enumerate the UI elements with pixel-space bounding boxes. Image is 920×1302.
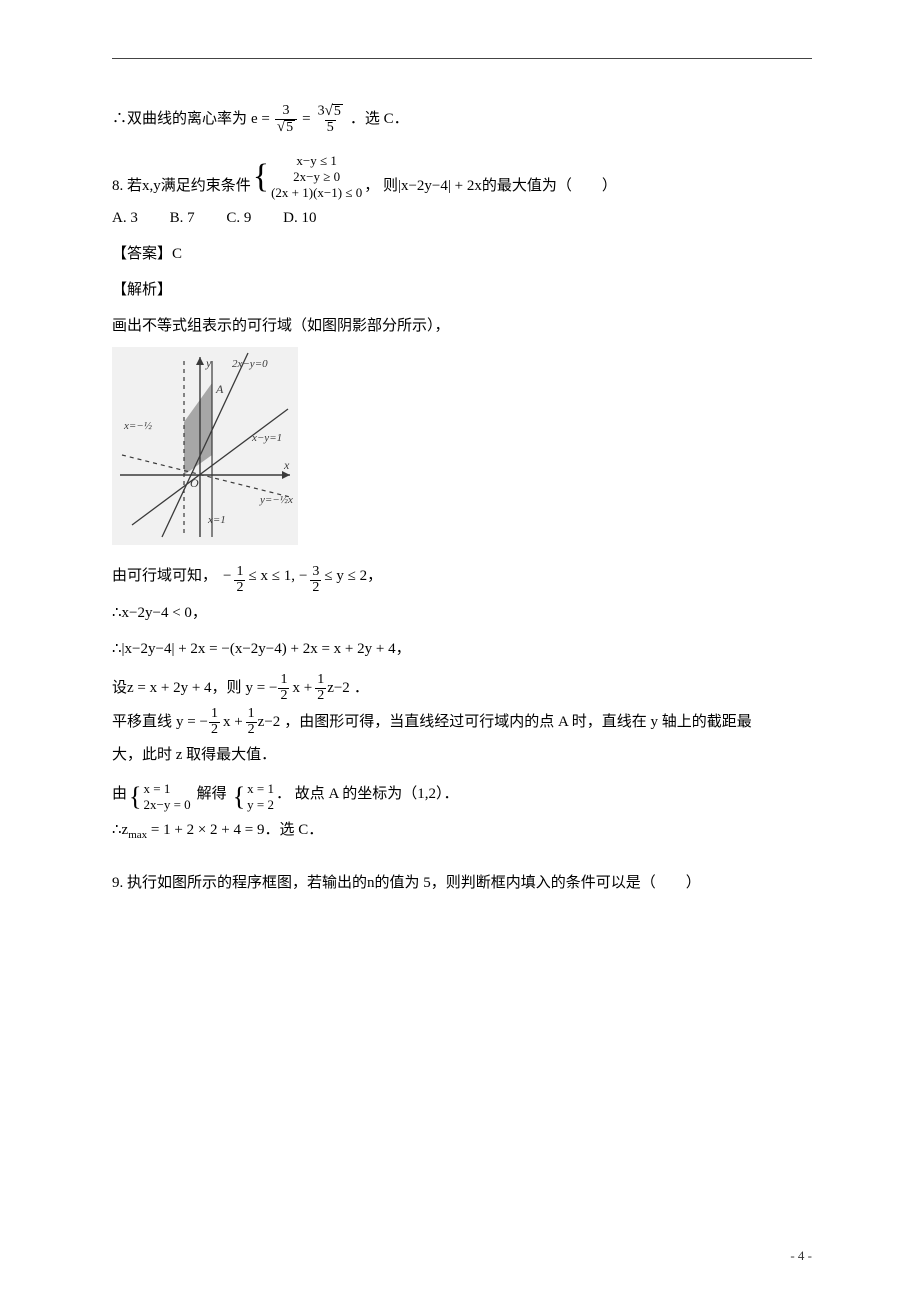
q8-jiexi-label: 【解析】 [112,275,812,305]
sysB: { x = 1 y = 2 [233,781,274,814]
opt-b: B. 7 [170,210,195,226]
top-rule [112,58,812,73]
q8-shift-l2: 大，此时 z 取得最大值． [112,740,812,770]
b2: y = 2 [247,797,274,813]
feasible-region-figure: 2x−y=0 x=−½ x−y=1 y=−½x x=1 A O x y [112,347,812,550]
eq: = [302,101,310,139]
q8-by: 由 { x = 1 2x−y = 0 解得 { x = 1 y = 2 ． 故点… [112,776,812,814]
opt-a: A. 3 [112,210,138,226]
lead: 平移直线 [112,707,172,737]
n: 3 [310,565,321,580]
svg-text:x=1: x=1 [207,514,226,526]
opt-d: D. 10 [283,210,316,226]
sqrt: 5 [332,104,343,119]
lead: 由 [112,776,127,814]
text: ∴双曲线的离心率为 [112,101,247,139]
d: 2 [209,722,220,738]
b1: x = 1 [247,781,274,797]
suffix: ．选 C． [350,101,409,139]
d: 2 [246,722,257,738]
q8-l3: ∴|x−2y−4| + 2x = −(x−2y−4) + 2x = x + 2y… [112,634,812,664]
tail: z−2 [258,707,281,737]
pre: y = − [246,670,278,708]
tail: z−2 [327,670,350,708]
q8-options: A. 3 B. 7 C. 9 D. 10 [112,203,812,233]
mid: ， 则|x−2y−4| + 2x的最大值为（ ） [364,171,617,201]
den: √5 [275,119,297,135]
q8-stem: 8. 若x,y满足约束条件 { x−y ≤ 1 2x−y ≥ 0 (2x + 1… [112,153,812,202]
sub: max [128,829,147,841]
sysA: { x = 1 2x−y = 0 [129,781,191,814]
solve: 解得 [197,776,227,814]
svg-text:A: A [215,382,224,396]
q7-eccentricity-line: ∴双曲线的离心率为 e = 3 √5 = 3√5 5 ．选 C． [112,101,812,139]
lead: 由可行域可知， [112,558,217,596]
constraint-system: { x−y ≤ 1 2x−y ≥ 0 (2x + 1)(x−1) ≤ 0 [253,153,362,202]
q8-range: 由可行域可知， − 12 ≤ x ≤ 1, − 32 ≤ y ≤ 2 ， [112,558,812,596]
opt-c: C. 9 [226,210,251,226]
num: 3 [281,104,292,119]
pre: y = − [176,707,208,737]
coef: 3 [318,104,325,119]
n: 1 [278,673,289,688]
svg-text:x−y=1: x−y=1 [251,432,282,444]
tail: ， [367,558,382,596]
q8-setz: 设z = x + 2y + 4，则 y = − 12 x + 12 z−2 ． [112,670,812,708]
page-number: - 4 - [790,1248,812,1264]
sqrt: 5 [284,120,295,135]
d: 2 [315,688,326,704]
dot: ． [354,670,369,708]
sys3: (2x + 1)(x−1) ≤ 0 [271,185,362,201]
n: 1 [209,707,220,722]
n: 1 [234,565,245,580]
q8-answer: 【答案】C [112,239,812,269]
q8-jiexi-1: 画出不等式组表示的可行域（如图阴影部分所示）， [112,311,812,341]
svg-text:O: O [190,476,199,490]
num: 3√5 [316,104,345,119]
q9-stem: 9. 执行如图所示的程序框图，若输出的n的值为 5，则判断框内填入的条件可以是（… [112,868,812,898]
svg-text:x: x [283,458,290,472]
mid: x + [292,670,312,708]
svg-text:y=−½x: y=−½x [259,494,293,506]
yr: ≤ y ≤ 2 [324,558,367,596]
frac: 3√5 5 [316,104,345,135]
n: 1 [246,707,257,722]
d: 2 [234,580,245,596]
q8-l2: ∴x−2y−4 < 0， [112,598,812,628]
sys2: 2x−y ≥ 0 [271,169,362,185]
lead: 8. 若x,y满足约束条件 [112,171,251,201]
svg-text:2x−y=0: 2x−y=0 [232,358,268,370]
q8-shift-l1: 平移直线 y = − 12 x + 12 z−2 ，由图形可得，当直线经过可行域… [112,707,812,737]
eq: = 1 + 2 × 2 + 4 = 9 [147,822,264,838]
sys1: x−y ≤ 1 [271,153,362,169]
a1: x = 1 [144,781,191,797]
tail: ，由图形可得，当直线经过可行域内的点 A 时，直线在 y 轴上的截距最 [284,707,752,737]
den: 5 [325,120,336,136]
d: 2 [310,580,321,596]
q8-zmax: ∴zmax = 1 + 2 × 2 + 4 = 9．选 C． [112,815,812,846]
frac: 3 √5 [275,104,297,135]
tail: ． 故点 A 的坐标为（1,2）． [276,776,459,814]
mid: x + [223,707,243,737]
lead: 设z = x + 2y + 4，则 [112,670,242,708]
svg-text:x=−½: x=−½ [123,420,152,432]
pre: ∴ [112,822,122,838]
tail: ．选 C． [264,822,323,838]
e-eq: e = [251,101,270,139]
svg-text:y: y [205,356,212,370]
d: 2 [278,688,289,704]
n: 1 [315,673,326,688]
a2: 2x−y = 0 [144,797,191,813]
xr: ≤ x ≤ 1, [248,558,294,596]
